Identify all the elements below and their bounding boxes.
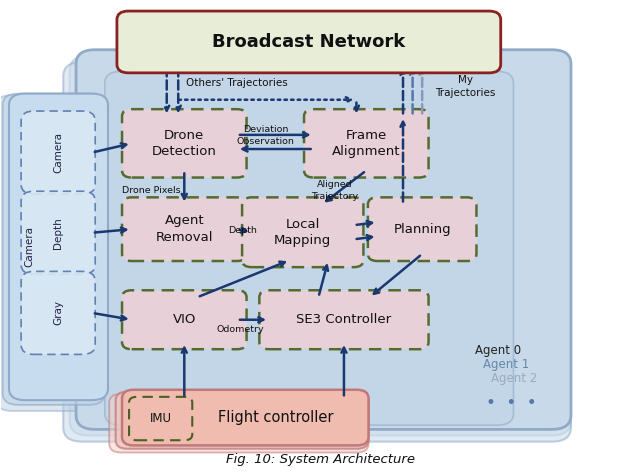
Text: Gray: Gray bbox=[53, 300, 63, 325]
FancyBboxPatch shape bbox=[242, 197, 364, 267]
Text: Camera: Camera bbox=[53, 132, 63, 173]
FancyBboxPatch shape bbox=[304, 109, 429, 177]
Text: Depth: Depth bbox=[53, 217, 63, 249]
FancyBboxPatch shape bbox=[122, 290, 246, 349]
FancyBboxPatch shape bbox=[21, 272, 95, 354]
Text: Deviation
Observation: Deviation Observation bbox=[237, 125, 294, 146]
FancyBboxPatch shape bbox=[117, 11, 500, 73]
Text: Aligned
Trajectory: Aligned Trajectory bbox=[311, 180, 358, 201]
FancyBboxPatch shape bbox=[0, 95, 102, 411]
FancyBboxPatch shape bbox=[21, 111, 95, 194]
Text: Fig. 10: System Architecture: Fig. 10: System Architecture bbox=[225, 453, 415, 465]
FancyBboxPatch shape bbox=[9, 94, 108, 400]
Text: Drone Pixels: Drone Pixels bbox=[122, 186, 181, 195]
Text: Local
Mapping: Local Mapping bbox=[274, 218, 332, 247]
Text: Planning: Planning bbox=[394, 223, 451, 236]
Text: Broadcast Network: Broadcast Network bbox=[212, 33, 406, 51]
FancyBboxPatch shape bbox=[3, 94, 105, 405]
Text: My
Trajectories: My Trajectories bbox=[435, 75, 495, 98]
Text: VIO: VIO bbox=[173, 313, 196, 326]
Text: Camera: Camera bbox=[24, 227, 35, 267]
FancyBboxPatch shape bbox=[122, 390, 369, 446]
FancyBboxPatch shape bbox=[122, 197, 246, 261]
FancyBboxPatch shape bbox=[259, 290, 429, 349]
Text: Agent 0: Agent 0 bbox=[474, 344, 521, 357]
Text: Agent 2: Agent 2 bbox=[491, 372, 538, 385]
FancyBboxPatch shape bbox=[109, 394, 369, 453]
Text: SE3 Controller: SE3 Controller bbox=[296, 313, 392, 326]
Text: Agent 1: Agent 1 bbox=[483, 358, 529, 371]
Text: IMU: IMU bbox=[150, 412, 172, 425]
Text: Others' Trajectories: Others' Trajectories bbox=[186, 78, 288, 88]
FancyBboxPatch shape bbox=[105, 71, 513, 425]
FancyBboxPatch shape bbox=[21, 191, 95, 274]
Text: Frame
Alignment: Frame Alignment bbox=[332, 129, 401, 158]
FancyBboxPatch shape bbox=[76, 50, 571, 429]
Text: Agent
Removal: Agent Removal bbox=[156, 214, 213, 244]
Text: Drone
Detection: Drone Detection bbox=[152, 129, 217, 158]
FancyBboxPatch shape bbox=[116, 392, 369, 449]
FancyBboxPatch shape bbox=[63, 62, 571, 442]
FancyBboxPatch shape bbox=[122, 109, 246, 177]
FancyBboxPatch shape bbox=[368, 197, 476, 261]
FancyBboxPatch shape bbox=[129, 397, 192, 440]
Text: Depth: Depth bbox=[228, 227, 257, 236]
Text: •  •  •: • • • bbox=[486, 394, 537, 412]
FancyBboxPatch shape bbox=[70, 56, 571, 436]
Text: Flight controller: Flight controller bbox=[218, 410, 333, 425]
Text: Odometry: Odometry bbox=[216, 325, 264, 334]
